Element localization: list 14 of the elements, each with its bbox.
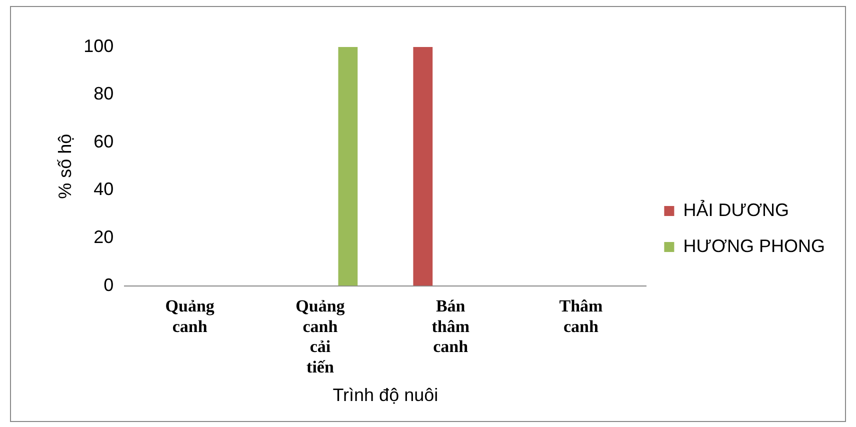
x-tick-label: Quảng canh: [165, 296, 215, 336]
x-tick-label: Quảng canh cải tiến: [296, 296, 346, 377]
x-tick-label: Bán thâm canh: [432, 296, 470, 356]
y-tick-label: 40: [94, 179, 114, 200]
y-tick-label: 20: [94, 227, 114, 248]
y-tick-label: 60: [94, 131, 114, 152]
y-axis-title: % số hộ: [54, 134, 75, 199]
legend-label: HẢI DƯƠNG: [683, 198, 789, 220]
x-tick-label: Thâm canh: [559, 296, 603, 336]
y-tick-label: 0: [104, 274, 114, 295]
legend-label: HƯƠNG PHONG: [683, 236, 825, 256]
x-axis-title: Trình độ nuôi: [332, 385, 438, 406]
y-tick-label: 80: [94, 84, 114, 104]
y-tick-label: 100: [84, 36, 114, 56]
